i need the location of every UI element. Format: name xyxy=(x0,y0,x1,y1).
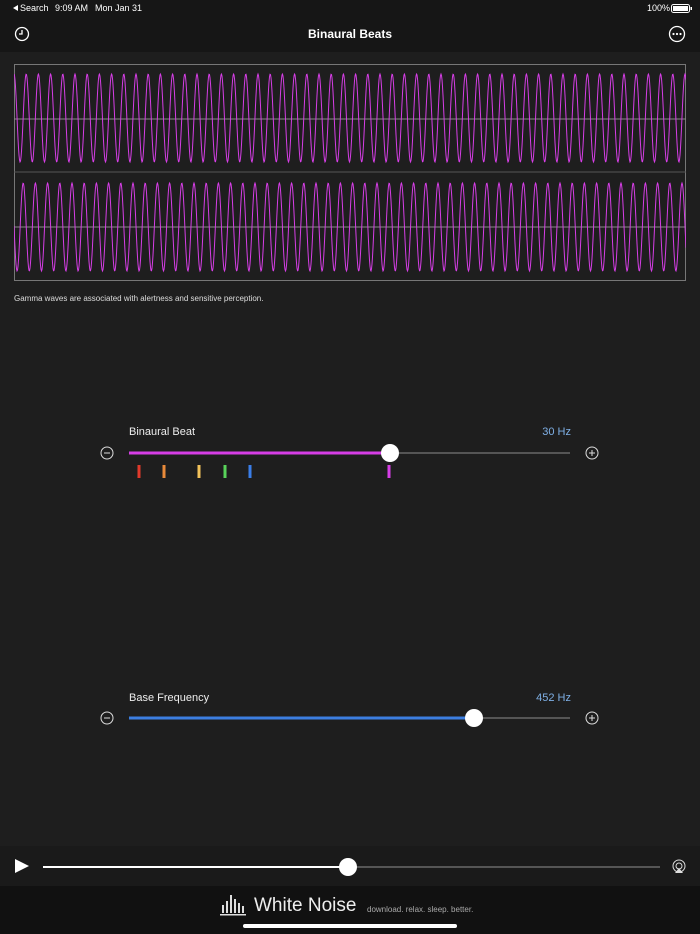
slider-label: Base Frequency xyxy=(129,692,210,704)
time: 9:09 AM xyxy=(55,3,89,13)
more-button[interactable] xyxy=(668,25,686,43)
battery-icon xyxy=(671,4,692,13)
brand-logo xyxy=(220,895,246,916)
waveform xyxy=(14,181,686,273)
back-label[interactable]: Search xyxy=(20,3,49,13)
back-arrow[interactable] xyxy=(12,4,20,12)
date: Mon Jan 31 xyxy=(95,3,143,13)
brand-tagline: download. relax. sleep. better. xyxy=(367,905,474,914)
top-bar xyxy=(0,0,700,52)
slider-value: 452 Hz xyxy=(536,692,571,704)
waveform-panel xyxy=(14,64,686,281)
binaural-slider[interactable] xyxy=(95,440,605,485)
battery-label: 100% xyxy=(647,3,671,13)
slider-value: 30 Hz xyxy=(542,426,571,438)
home-indicator xyxy=(243,924,457,928)
slider-label: Binaural Beat xyxy=(129,426,196,438)
history-button[interactable] xyxy=(14,26,30,42)
title: Binaural Beats xyxy=(307,27,393,41)
playback-controls[interactable] xyxy=(0,846,700,886)
base-frequency-slider[interactable] xyxy=(95,705,605,731)
brand-name: White Noise xyxy=(254,895,357,916)
description: Gamma waves are associated with alertnes… xyxy=(14,294,264,303)
waveform xyxy=(14,72,686,164)
